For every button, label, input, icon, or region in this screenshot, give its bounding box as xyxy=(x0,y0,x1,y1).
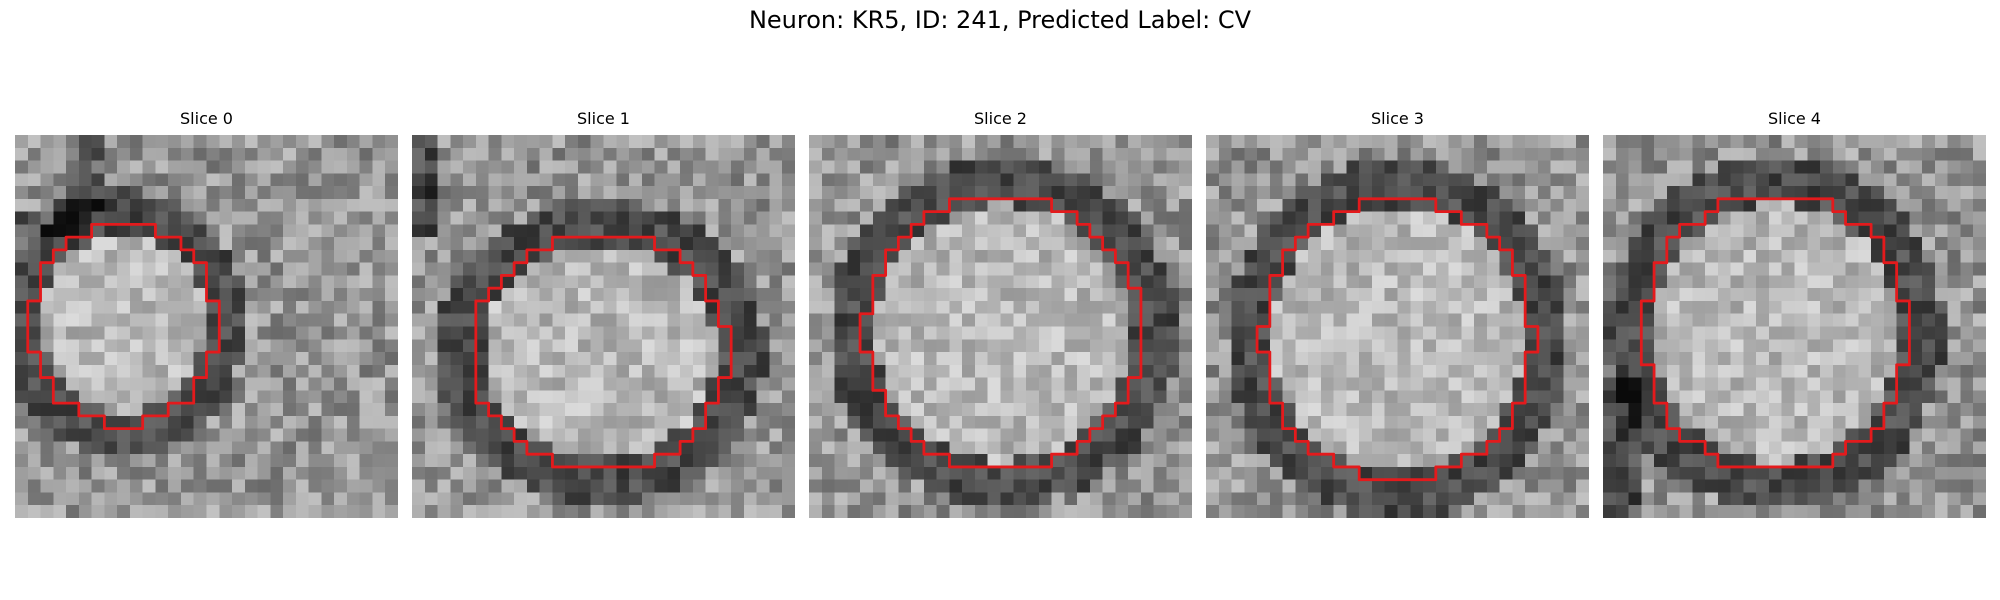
contour-line xyxy=(26,222,221,431)
em-image xyxy=(15,135,398,518)
segmentation-contour xyxy=(858,197,1143,469)
contour-line xyxy=(1255,197,1540,482)
panel-title: Slice 2 xyxy=(974,109,1027,128)
panel-title: Slice 4 xyxy=(1768,109,1821,128)
contour-line xyxy=(858,197,1143,469)
contour-line xyxy=(474,235,733,469)
panel-title: Slice 3 xyxy=(1371,109,1424,128)
contour-line xyxy=(1639,197,1911,469)
panel-title: Slice 1 xyxy=(577,109,630,128)
panel-title: Slice 0 xyxy=(180,109,233,128)
segmentation-contour xyxy=(1255,197,1540,482)
segmentation-contour xyxy=(26,222,221,431)
figure-title: Neuron: KR5, ID: 241, Predicted Label: C… xyxy=(748,6,1252,34)
segmentation-contour xyxy=(474,235,733,469)
segmentation-contour xyxy=(1639,197,1911,469)
